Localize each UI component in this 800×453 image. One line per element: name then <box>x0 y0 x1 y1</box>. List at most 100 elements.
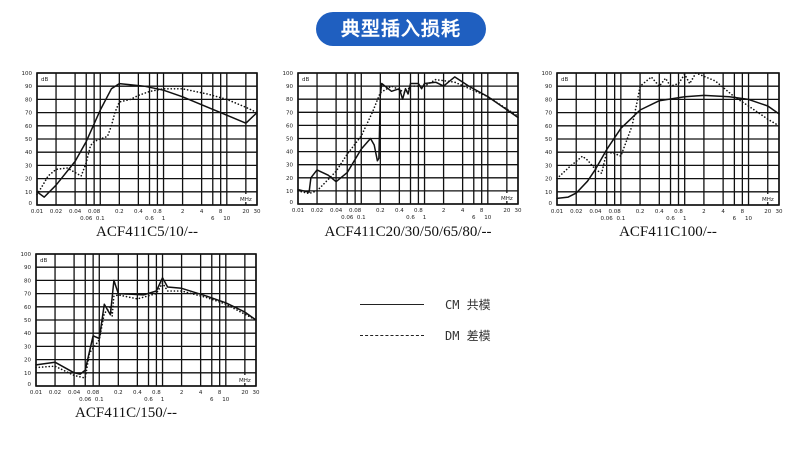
y-tick-label: 0 <box>549 201 553 207</box>
x-tick-label: 10 <box>745 216 752 222</box>
plot-frame <box>297 72 519 205</box>
plot-frame <box>36 72 258 206</box>
unit-bg <box>560 75 572 82</box>
x-tick-label: 0.02 <box>311 208 323 214</box>
x-unit-label: MHz <box>239 378 251 384</box>
y-tick-label: 100 <box>283 71 294 77</box>
series-cm-line <box>556 94 780 200</box>
x-tick-label: 30 <box>776 209 783 215</box>
y-tick-label: 90 <box>286 84 293 90</box>
y-tick-label: 80 <box>25 97 32 103</box>
x-tick-label: 0.01 <box>31 209 43 215</box>
x-tick-label: 6 <box>733 216 737 222</box>
y-tick-label: 30 <box>286 163 293 169</box>
y-tick-label: 10 <box>286 189 293 195</box>
x-tick-label: 0.1 <box>95 397 104 403</box>
x-tick-label: 0.2 <box>114 390 123 396</box>
unit-bg <box>500 193 516 201</box>
y-tick-label: 10 <box>25 190 32 196</box>
y-unit-label: dB <box>41 77 48 83</box>
x-tick-label: 0.04 <box>68 390 81 396</box>
y-tick-label: 10 <box>545 190 552 196</box>
y-tick-label: 90 <box>25 84 32 90</box>
x-tick-label: 0.8 <box>674 209 683 215</box>
x-tick-label: 0.02 <box>49 390 61 396</box>
y-tick-label: 20 <box>286 176 293 182</box>
series-dm-line <box>556 72 780 180</box>
x-unit-label: MHz <box>240 197 252 203</box>
x-tick-label: 2 <box>180 390 184 396</box>
x-tick-label: 0.01 <box>292 208 304 214</box>
legend-dm-label: DM 差模 <box>445 329 491 343</box>
y-tick-label: 80 <box>545 97 552 103</box>
x-tick-label: 0.08 <box>609 209 622 215</box>
x-tick-label: 0.2 <box>376 208 385 214</box>
unit-bg <box>238 375 254 383</box>
x-tick-label: 0.04 <box>330 208 343 214</box>
x-tick-label: 20 <box>242 209 249 215</box>
x-tick-label: 4 <box>200 209 204 215</box>
x-tick-label: 6 <box>210 397 214 403</box>
y-tick-label: 100 <box>22 71 33 77</box>
x-tick-label: 0.4 <box>395 208 404 214</box>
x-tick-label: 0.8 <box>153 209 162 215</box>
y-tick-label: 50 <box>286 137 293 143</box>
x-tick-label: 0.01 <box>551 209 563 215</box>
y-tick-label: 40 <box>286 150 293 156</box>
plot-frame <box>556 72 780 206</box>
x-tick-label: 4 <box>199 390 203 396</box>
x-tick-label: 0.8 <box>152 390 161 396</box>
x-tick-label: 8 <box>218 390 222 396</box>
y-tick-label: 70 <box>545 111 552 117</box>
x-tick-label: 0.1 <box>357 215 366 221</box>
x-tick-label: 4 <box>461 208 465 214</box>
x-tick-label: 30 <box>254 209 261 215</box>
y-tick-label: 20 <box>24 358 31 364</box>
x-tick-label: 8 <box>219 209 223 215</box>
y-tick-label: 10 <box>24 371 31 377</box>
series-cm-line <box>36 82 258 198</box>
x-tick-label: 0.8 <box>414 208 423 214</box>
y-tick-label: 70 <box>24 292 31 298</box>
y-tick-label: 60 <box>25 124 32 130</box>
chart-caption: ACF411C100/-- <box>619 224 717 240</box>
legend-cm-label: CM 共模 <box>445 298 491 312</box>
x-tick-label: 0.6 <box>406 215 415 221</box>
series-cm-line <box>35 277 257 375</box>
y-tick-label: 60 <box>24 305 31 311</box>
series-dm-line <box>35 282 257 379</box>
x-tick-label: 30 <box>515 208 522 214</box>
y-tick-label: 70 <box>25 111 32 117</box>
x-tick-label: 4 <box>721 209 725 215</box>
y-tick-label: 30 <box>25 163 32 169</box>
x-tick-label: 0.04 <box>69 209 82 215</box>
y-tick-label: 50 <box>545 137 552 143</box>
x-tick-label: 1 <box>162 216 166 222</box>
y-tick-label: 50 <box>24 318 31 324</box>
legend-dm-line <box>360 335 424 336</box>
x-unit-label: MHz <box>762 197 774 203</box>
x-tick-label: 30 <box>253 390 260 396</box>
series-dm-line <box>297 78 519 195</box>
y-tick-label: 90 <box>24 265 31 271</box>
x-tick-label: 0.01 <box>30 390 42 396</box>
chart-caption: ACF411C/150/-- <box>75 405 177 421</box>
y-tick-label: 0 <box>29 201 33 207</box>
unit-bg <box>761 194 777 202</box>
unit-bg <box>301 75 313 82</box>
y-tick-label: 40 <box>24 331 31 337</box>
x-tick-label: 2 <box>442 208 446 214</box>
chart-caption: ACF411C20/30/50/65/80/-- <box>324 224 492 240</box>
x-tick-label: 6 <box>211 216 215 222</box>
x-tick-label: 2 <box>702 209 706 215</box>
x-tick-label: 0.6 <box>144 397 153 403</box>
x-tick-label: 0.06 <box>601 216 614 222</box>
x-tick-label: 10 <box>484 215 491 221</box>
y-tick-label: 70 <box>286 110 293 116</box>
x-tick-label: 1 <box>683 216 687 222</box>
x-tick-label: 0.2 <box>115 209 124 215</box>
